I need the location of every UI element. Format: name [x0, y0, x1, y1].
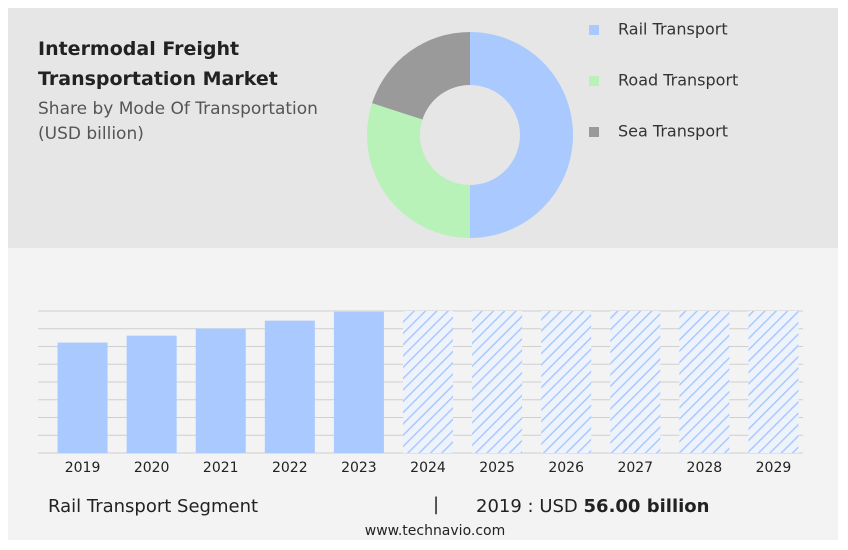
footer-segment: Rail Transport Segment [48, 496, 259, 517]
footer-separator: | [433, 494, 440, 515]
footer-amount: 56.00 billion [583, 496, 710, 517]
legend-swatch [589, 76, 599, 86]
x-tick-label: 2021 [203, 460, 239, 476]
forecast-placeholder [679, 311, 730, 453]
forecast-placeholder [610, 311, 661, 453]
source: www.technavio.com [364, 523, 506, 539]
bar [195, 328, 246, 453]
x-tick-label: 2022 [272, 460, 308, 476]
x-tick-label: 2028 [687, 460, 723, 476]
x-tick-label: 2025 [479, 460, 515, 476]
forecast-placeholder [403, 311, 453, 453]
x-tick-label: 2026 [548, 460, 584, 476]
chart-title: Intermodal Freight Transportation Market [38, 38, 278, 90]
footer-year: 2019 : USD [476, 496, 578, 517]
chart-subtitle: Share by Mode Of Transportation (USD bil… [38, 99, 318, 144]
x-tick-label: 2019 [65, 460, 101, 476]
x-tick-label: 2027 [617, 460, 653, 476]
legend-label: Rail Transport [618, 20, 728, 39]
legend-label: Sea Transport [618, 122, 728, 141]
legend: Rail Transport Road Transport Sea Transpor… [589, 20, 738, 141]
x-tick-label: 2029 [756, 460, 792, 476]
x-tick-label: 2020 [134, 460, 170, 476]
forecast-placeholder [541, 311, 592, 453]
x-tick-label: 2024 [410, 460, 446, 476]
bar-chart: 2019 2020 2021 2022 2023 2024 2025 2026 2027 2028… [38, 310, 803, 476]
legend-swatch [589, 127, 599, 137]
bar [57, 342, 108, 453]
footer-value: 2019 : USD 56.00 billion [476, 496, 709, 517]
donut-segment [372, 32, 470, 120]
donut-segment [367, 103, 470, 238]
bar [126, 335, 177, 453]
donut-segment [470, 32, 573, 238]
forecast-placeholder [748, 311, 799, 453]
donut-chart [367, 32, 573, 238]
legend-label: Road Transport [618, 71, 738, 90]
legend-swatch [589, 25, 599, 35]
bar [264, 320, 315, 453]
forecast-placeholder [472, 311, 523, 453]
bar [333, 311, 384, 453]
x-tick-label: 2023 [341, 460, 377, 476]
